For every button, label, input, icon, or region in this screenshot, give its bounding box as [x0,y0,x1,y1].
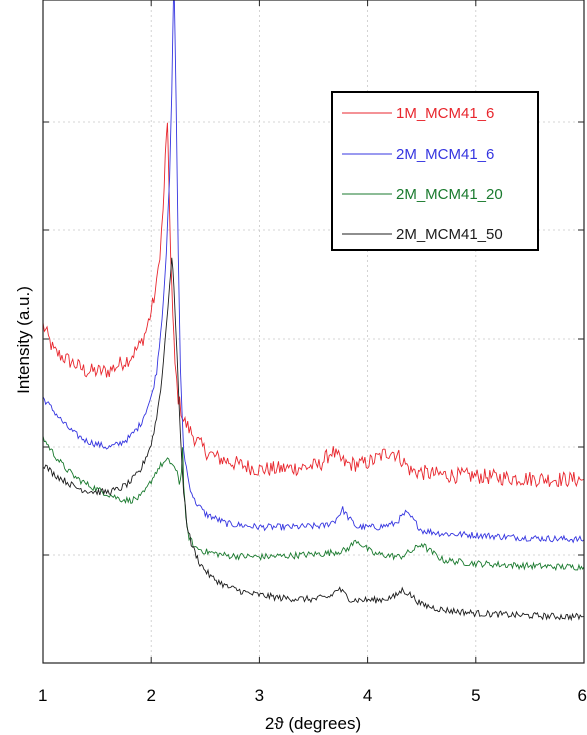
series-line-2m-mcm41-50 [43,257,584,622]
legend-box [331,91,539,251]
legend-label: 2M_MCM41_20 [396,186,503,203]
series-line-1m-mcm41-6 [43,122,584,488]
legend-label: 2M_MCM41_6 [396,146,494,163]
axis-ticks [42,0,585,663]
x-tick-labels: 1 2 3 4 5 6 [38,686,587,705]
x-tick-label: 4 [363,686,372,705]
series-layer [43,0,584,622]
x-axis-title: 2ϑ (degrees) [265,714,361,733]
x-tick-label: 5 [471,686,480,705]
x-tick-label: 6 [578,686,587,705]
series-line-2m-mcm41-6 [43,0,584,544]
x-tick-label: 3 [255,686,264,705]
legend-label: 1M_MCM41_6 [396,105,494,122]
x-tick-label: 1 [38,686,47,705]
y-axis-title: Intensity (a.u.) [14,286,33,394]
legend-label: 2M_MCM41_50 [396,226,503,243]
series-line-2m-mcm41-20 [43,435,584,572]
x-tick-label: 2 [146,686,155,705]
plot-frame [42,0,585,664]
legend: 1M_MCM41_6 2M_MCM41_6 2M_MCM41_20 2M_MCM41_… [331,91,539,251]
